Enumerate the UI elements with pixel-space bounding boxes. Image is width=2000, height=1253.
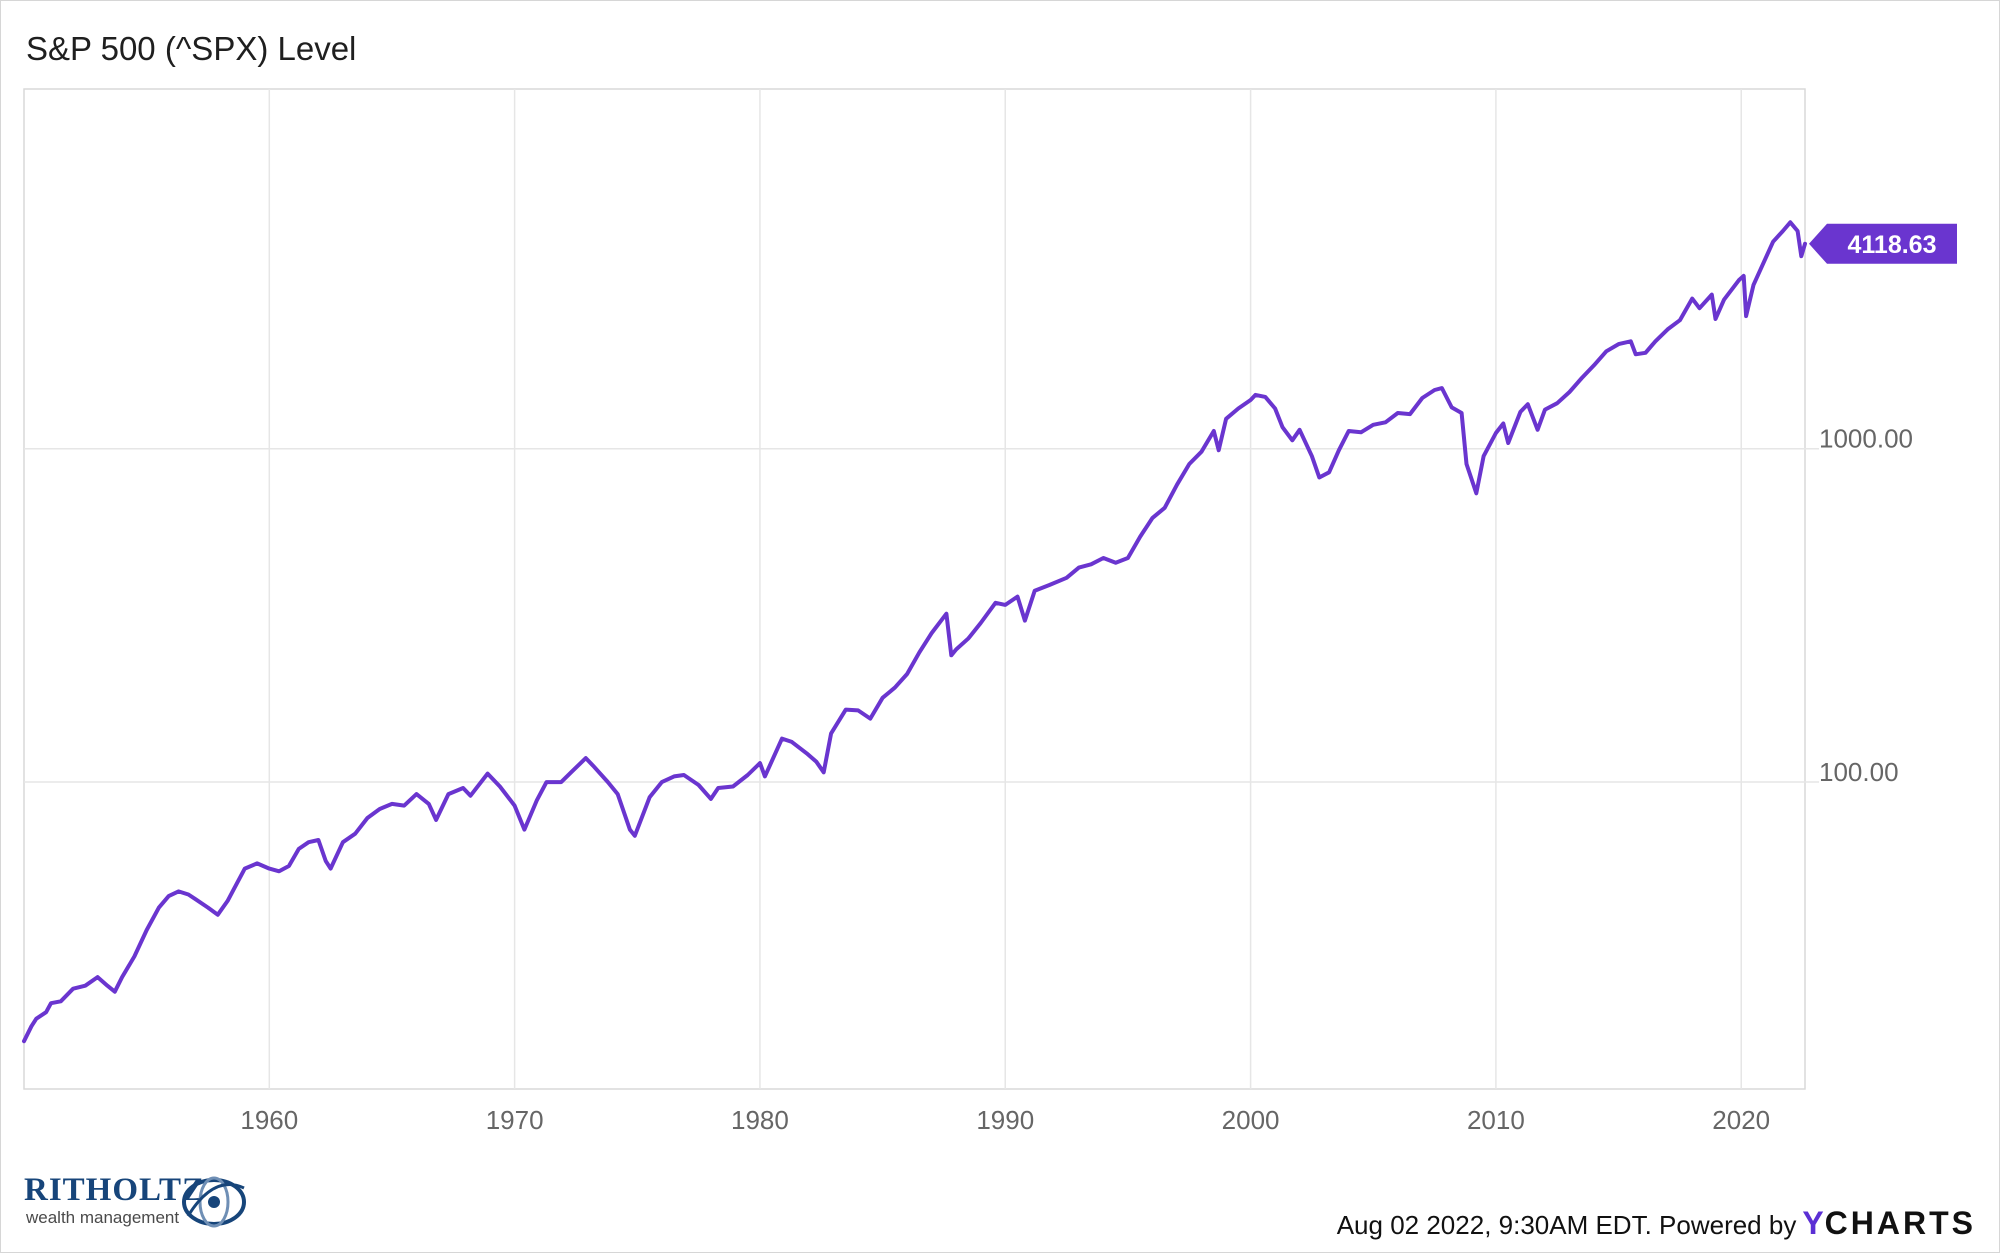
y-tick-label-1000: 1000.00: [1819, 424, 1913, 454]
spx-series-line: [22, 220, 1807, 1044]
ycharts-logo-y: Y: [1802, 1205, 1825, 1241]
footer-attribution: Aug 02 2022, 9:30AM EDT. Powered by YCHA…: [1337, 1205, 1976, 1242]
y-tick-label-100: 100.00: [1819, 757, 1899, 787]
x-tick-label-2010: 2010: [1467, 1105, 1525, 1135]
y-axis-labels: 100.00 1000.00: [1819, 424, 1913, 787]
x-axis-labels: 1960 1970 1980 1990 2000 2010 2020: [240, 1105, 1770, 1135]
y-gridlines: [24, 447, 1819, 783]
last-value-label: 4118.63: [1848, 231, 1937, 259]
ycharts-logo-text: CHARTS: [1824, 1205, 1976, 1241]
ritholtz-logo: RITHOLTZ wealth management: [24, 1172, 264, 1232]
x-tick-label-1990: 1990: [976, 1105, 1034, 1135]
logo-tagline: wealth management: [26, 1208, 180, 1227]
x-tick-label-1980: 1980: [731, 1105, 789, 1135]
x-gridlines: [268, 89, 1742, 1089]
logo-name: RITHOLTZ: [24, 1172, 206, 1208]
last-value-badge: 4118.63: [1809, 223, 1957, 264]
chart-title: S&P 500 (^SPX) Level: [26, 30, 357, 67]
x-tick-label-2000: 2000: [1222, 1105, 1280, 1135]
last-value-badge-shape: [1809, 223, 1957, 264]
ycharts-logo: YCHARTS: [1802, 1205, 1976, 1242]
x-tick-label-1970: 1970: [486, 1105, 544, 1135]
x-tick-label-2020: 2020: [1712, 1105, 1770, 1135]
logo-globe-icon: [182, 1176, 246, 1228]
footer-timestamp: Aug 02 2022, 9:30AM EDT. Powered by: [1336, 1210, 1797, 1240]
plot-area: [23, 88, 1806, 1090]
x-tick-label-1960: 1960: [240, 1105, 298, 1135]
